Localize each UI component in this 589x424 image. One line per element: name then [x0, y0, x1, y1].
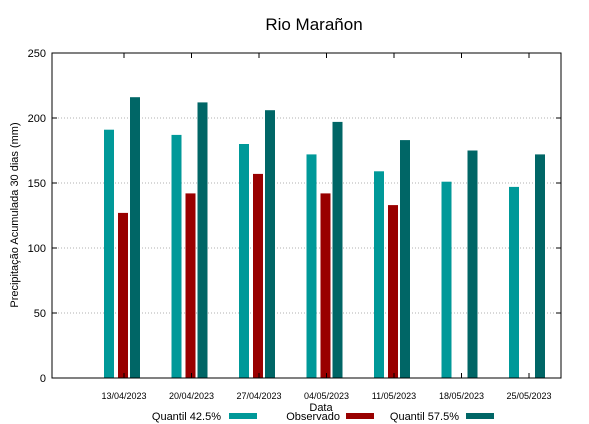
bar: [171, 134, 182, 378]
legend-label: Observado: [286, 411, 340, 423]
x-tick-label: 13/04/2023: [101, 391, 146, 401]
y-tick-label: 0: [40, 373, 46, 385]
legend-swatch: [229, 413, 257, 419]
bar: [467, 150, 478, 378]
y-ticks: 0 50 100 150 200 250: [28, 48, 561, 385]
bar: [388, 205, 398, 378]
x-tick-label: 20/04/2023: [169, 391, 214, 401]
y-tick-label: 50: [34, 308, 46, 320]
y-tick-label: 150: [28, 178, 46, 190]
bar: [265, 110, 275, 378]
x-tick-label: 04/05/2023: [304, 391, 349, 401]
bar: [185, 193, 196, 378]
y-tick-label: 200: [28, 113, 46, 125]
bar: [509, 186, 519, 378]
bar: [332, 121, 343, 379]
chart-title: Rio Marañon: [265, 15, 362, 34]
bar: [535, 154, 545, 378]
x-axis-title: Data: [309, 402, 333, 414]
plot-frame: [51, 52, 562, 379]
bar: [441, 181, 452, 378]
bar: [253, 173, 263, 378]
legend-swatch: [466, 413, 494, 419]
bar: [374, 171, 384, 378]
bar: [306, 154, 317, 378]
legend: Quantil 42.5% Observado Quantil 57.5%: [152, 411, 494, 423]
legend-swatch: [346, 413, 374, 419]
bars: [104, 97, 545, 379]
legend-label: Quantil 57.5%: [390, 411, 459, 423]
y-axis-title: Precipitação Acumulada 30 dias (mm): [9, 122, 21, 307]
x-tick-label: 11/05/2023: [372, 391, 416, 401]
bar: [239, 144, 249, 378]
x-tick-label: 27/04/2023: [236, 391, 281, 401]
y-tick-label: 250: [28, 48, 46, 60]
bar: [130, 97, 140, 378]
x-tick-label: 25/05/2023: [506, 391, 551, 401]
bar: [104, 129, 114, 378]
bar: [320, 193, 331, 378]
bar: [197, 102, 208, 379]
bar: [118, 212, 128, 378]
y-tick-label: 100: [28, 243, 46, 255]
x-tick-label: 18/05/2023: [439, 391, 484, 401]
legend-label: Quantil 42.5%: [152, 411, 221, 423]
bar: [400, 140, 410, 378]
x-ticks: 13/04/2023 20/04/2023 27/04/2023 04/05/2023…: [101, 53, 552, 401]
